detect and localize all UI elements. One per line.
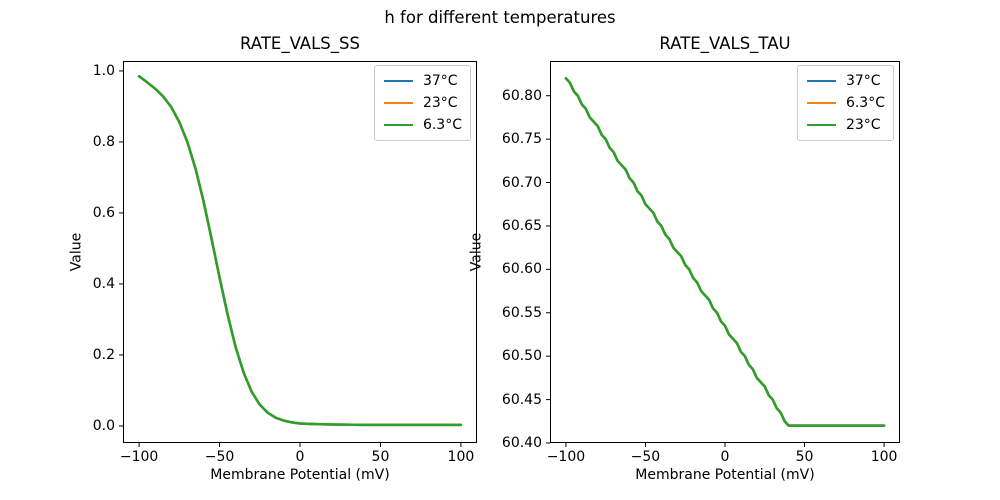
y-tick-label: 60.75 (501, 131, 542, 148)
x-tick-label: 50 (795, 449, 814, 465)
y-tick-label: 60.65 (501, 217, 542, 234)
legend-item: 6.3°C (806, 92, 885, 114)
plot-title-ss: RATE_VALS_SS (240, 34, 360, 53)
curve-23c (564, 77, 886, 427)
x-tick-label: −100 (546, 449, 586, 465)
legend-line-swatch (806, 102, 836, 104)
legend-line-swatch (806, 80, 836, 82)
plot-title-tau: RATE_VALS_TAU (659, 34, 791, 53)
curve-6.3c (137, 75, 463, 427)
legend-item: 23°C (806, 114, 885, 136)
y-tick-label: 60.70 (501, 174, 542, 191)
x-axis-label-tau: Membrane Potential (mV) (635, 467, 815, 483)
y-axis-label-ss: Value (68, 232, 85, 272)
axes-frame (123, 61, 477, 443)
legend-item: 37°C (383, 70, 462, 92)
x-tick-label: 0 (295, 449, 305, 465)
x-tick-label: 100 (447, 449, 475, 465)
x-tick-label: 0 (720, 449, 730, 465)
y-tick-label: 0.8 (92, 133, 115, 150)
axes-frame (550, 61, 900, 443)
y-tick-label: 60.45 (501, 391, 542, 408)
legend-item: 6.3°C (383, 114, 462, 136)
legend-line-swatch (383, 80, 413, 82)
subplot-rate-vals-ss: RATE_VALS_SS Value Membrane Potential (m… (69, 0, 477, 500)
y-tick-label: 0.0 (92, 417, 115, 434)
y-tick-label: 0.2 (92, 346, 115, 363)
axes-plot-area-ss (119, 61, 477, 447)
y-tick-label: 60.80 (501, 87, 542, 104)
legend-label: 23°C (845, 117, 881, 133)
legend-tau: 37°C 6.3°C 23°C (796, 65, 894, 141)
figure-title: h for different temperatures (384, 8, 616, 27)
legend-label: 6.3°C (845, 95, 885, 111)
legend-item: 23°C (383, 92, 462, 114)
y-tick-label: 0.6 (92, 204, 115, 221)
y-tick-label: 60.50 (501, 348, 542, 365)
y-tick-label: 60.55 (501, 304, 542, 321)
y-tick-label: 0.4 (92, 275, 115, 292)
legend-line-swatch (383, 102, 413, 104)
legend-label: 37°C (845, 73, 881, 89)
x-axis-label-ss: Membrane Potential (mV) (210, 467, 390, 483)
x-tick-label: −50 (204, 449, 235, 465)
x-tick-label: −50 (630, 449, 661, 465)
axes-plot-area-tau (546, 61, 900, 447)
y-tick-label: 60.40 (501, 435, 542, 451)
legend-ss: 37°C 23°C 6.3°C (373, 65, 471, 141)
y-tick-label: 1.0 (92, 62, 115, 79)
legend-line-swatch (383, 124, 413, 126)
legend-label: 37°C (422, 73, 458, 89)
legend-label: 6.3°C (422, 117, 462, 133)
legend-item: 37°C (806, 70, 885, 92)
legend-label: 23°C (422, 95, 458, 111)
subplot-rate-vals-tau: RATE_VALS_TAU Value Membrane Potential (… (469, 0, 900, 500)
legend-line-swatch (806, 124, 836, 126)
x-tick-label: 100 (870, 449, 898, 465)
x-tick-label: −100 (119, 449, 159, 465)
x-tick-label: 50 (371, 449, 390, 465)
y-tick-label: 60.60 (501, 261, 542, 278)
